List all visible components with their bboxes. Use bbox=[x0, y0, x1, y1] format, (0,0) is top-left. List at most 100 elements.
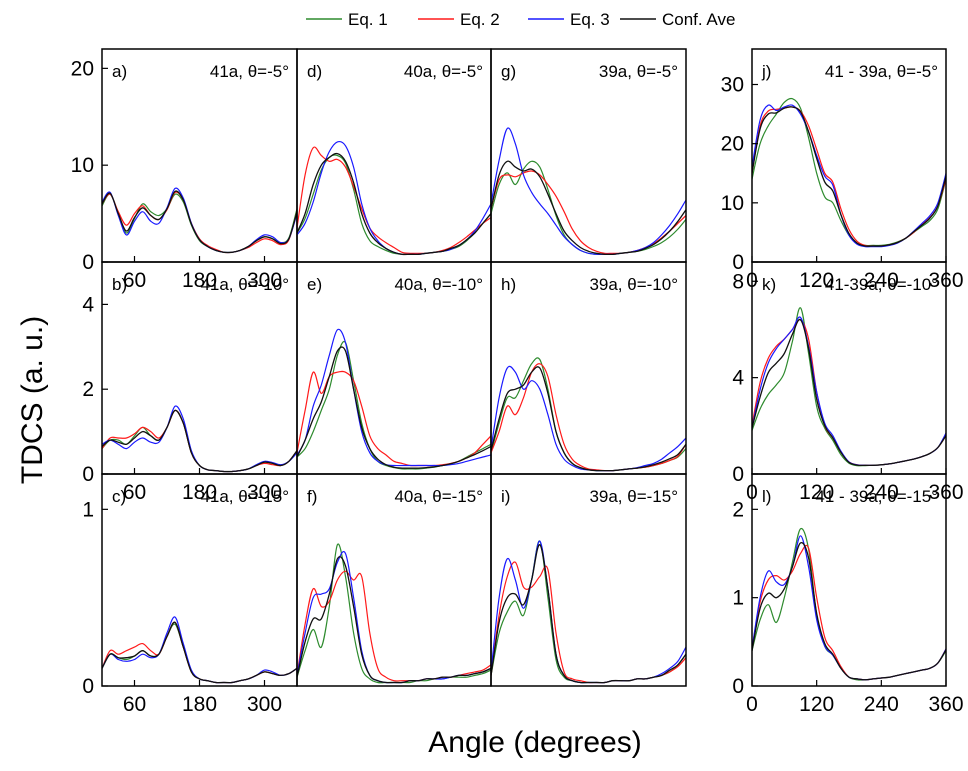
series-line-conf-ave bbox=[752, 318, 946, 467]
panel-h: h) 39a, θ=-10° bbox=[490, 261, 687, 475]
x-tick-label: 300 bbox=[247, 269, 282, 292]
panel-letter: d) bbox=[307, 62, 322, 81]
series-line-eq-3 bbox=[491, 365, 686, 472]
y-tick-label: 10 bbox=[721, 192, 744, 215]
x-tick-label: 240 bbox=[864, 481, 899, 504]
x-tick-label: 180 bbox=[182, 269, 217, 292]
y-tick-label: 0 bbox=[82, 675, 94, 698]
series-line-conf-ave bbox=[491, 544, 686, 684]
legend-label: Eq. 3 bbox=[570, 10, 610, 29]
series-line-eq-2 bbox=[752, 319, 946, 466]
series-line-conf-ave bbox=[102, 409, 297, 473]
panel-letter: l) bbox=[762, 487, 771, 506]
legend-label: Conf. Ave bbox=[662, 10, 735, 29]
panel-a: 0 10 20 60 180 300 a) 41a, θ=-5° bbox=[71, 48, 298, 292]
x-axis-title: Angle (degrees) bbox=[428, 726, 641, 759]
y-tick-label: 4 bbox=[732, 367, 744, 390]
panel-letter: h) bbox=[501, 275, 516, 294]
x-tick-label: 60 bbox=[123, 693, 146, 716]
series-line-conf-ave bbox=[102, 190, 297, 254]
x-tick-label: 360 bbox=[928, 693, 963, 716]
series-line-conf-ave bbox=[752, 106, 946, 247]
series-line-eq-2 bbox=[491, 363, 686, 472]
panel-frame bbox=[751, 473, 947, 687]
series-line-conf-ave bbox=[752, 542, 946, 681]
series-line-eq-1 bbox=[491, 357, 686, 472]
y-tick-label: 0 bbox=[732, 675, 744, 698]
panel-title: 40a, θ=-10° bbox=[394, 275, 483, 294]
series-line-eq-3 bbox=[752, 104, 946, 248]
x-tick-label: 300 bbox=[247, 693, 282, 716]
x-tick-label: 180 bbox=[182, 481, 217, 504]
panel-letter: c) bbox=[112, 487, 126, 506]
series-line-eq-2 bbox=[102, 621, 297, 684]
panel-letter: a) bbox=[112, 62, 127, 81]
panel-title: 40a, θ=-5° bbox=[404, 62, 483, 81]
panel-title: 41-39a, θ=-10° bbox=[825, 275, 938, 294]
y-tick-label: 2 bbox=[732, 498, 744, 521]
legend: Eq. 1 Eq. 2 Eq. 3 Conf. Ave bbox=[306, 10, 735, 29]
y-tick-label: 0 bbox=[82, 463, 94, 486]
x-tick-label: 240 bbox=[864, 693, 899, 716]
series-line-eq-3 bbox=[752, 316, 946, 466]
panel-e: e) 40a, θ=-10° bbox=[296, 261, 492, 475]
series-line-conf-ave bbox=[297, 346, 491, 469]
x-tick-label: 300 bbox=[247, 481, 282, 504]
y-tick-label: 10 bbox=[71, 154, 94, 177]
series-line-eq-2 bbox=[752, 544, 946, 681]
panel-frame bbox=[490, 473, 687, 687]
y-tick-label: 0 bbox=[732, 251, 744, 274]
y-axis-title: TDCS (a. u.) bbox=[16, 316, 49, 484]
series-line-eq-1 bbox=[102, 623, 297, 684]
x-tick-label: 60 bbox=[123, 481, 146, 504]
series-line-eq-2 bbox=[752, 106, 946, 247]
y-tick-label: 0 bbox=[82, 251, 94, 274]
series-line-eq-1 bbox=[297, 340, 491, 470]
series-line-eq-3 bbox=[297, 140, 491, 256]
panel-title: 39a, θ=-15° bbox=[589, 487, 678, 506]
panel-letter: k) bbox=[762, 275, 776, 294]
legend-label: Eq. 1 bbox=[348, 10, 388, 29]
y-tick-label: 30 bbox=[721, 74, 744, 97]
panel-letter: j) bbox=[761, 62, 771, 81]
series-line-eq-2 bbox=[491, 561, 686, 684]
series-line-conf-ave bbox=[491, 160, 686, 256]
panel-g: g) 39a, θ=-5° bbox=[490, 48, 687, 263]
y-tick-label: 20 bbox=[721, 133, 744, 156]
series-line-eq-1 bbox=[752, 527, 946, 681]
panel-title: 41 - 39a, θ=-5° bbox=[825, 62, 938, 81]
panel-letter: f) bbox=[307, 487, 317, 506]
panel-title: 41a, θ=-15° bbox=[200, 487, 289, 506]
panel-title: 39a, θ=-10° bbox=[589, 275, 678, 294]
series-line-conf-ave bbox=[491, 366, 686, 472]
x-tick-label: 180 bbox=[182, 693, 217, 716]
x-tick-label: 120 bbox=[799, 693, 834, 716]
series-line-eq-3 bbox=[297, 550, 491, 684]
y-tick-label: 1 bbox=[82, 498, 94, 521]
panel-title: 40a, θ=-15° bbox=[394, 487, 483, 506]
series-line-eq-1 bbox=[297, 543, 491, 684]
x-tick-label: 120 bbox=[799, 269, 834, 292]
series-line-eq-2 bbox=[102, 191, 297, 254]
panel-title: 41a, θ=-5° bbox=[210, 62, 289, 81]
panel-letter: b) bbox=[112, 275, 127, 294]
panel-title: 39a, θ=-5° bbox=[599, 62, 678, 81]
y-tick-label: 1 bbox=[732, 587, 744, 610]
y-tick-label: 8 bbox=[732, 270, 744, 293]
panel-c: 0 1 60 180 300 c) 41a, θ=-15° bbox=[82, 473, 298, 716]
panel-letter: e) bbox=[307, 275, 322, 294]
panel-title: 41a, θ=-10° bbox=[200, 275, 289, 294]
panel-f: f) 40a, θ=-15° bbox=[296, 473, 492, 687]
series-line-eq-1 bbox=[752, 97, 946, 247]
x-tick-label: 60 bbox=[123, 269, 146, 292]
y-tick-label: 20 bbox=[71, 57, 94, 80]
x-tick-label: 0 bbox=[746, 693, 758, 716]
series-line-eq-1 bbox=[752, 307, 946, 467]
legend-label: Eq. 2 bbox=[460, 10, 500, 29]
panel-letter: i) bbox=[501, 487, 510, 506]
y-tick-label: 4 bbox=[82, 293, 94, 316]
